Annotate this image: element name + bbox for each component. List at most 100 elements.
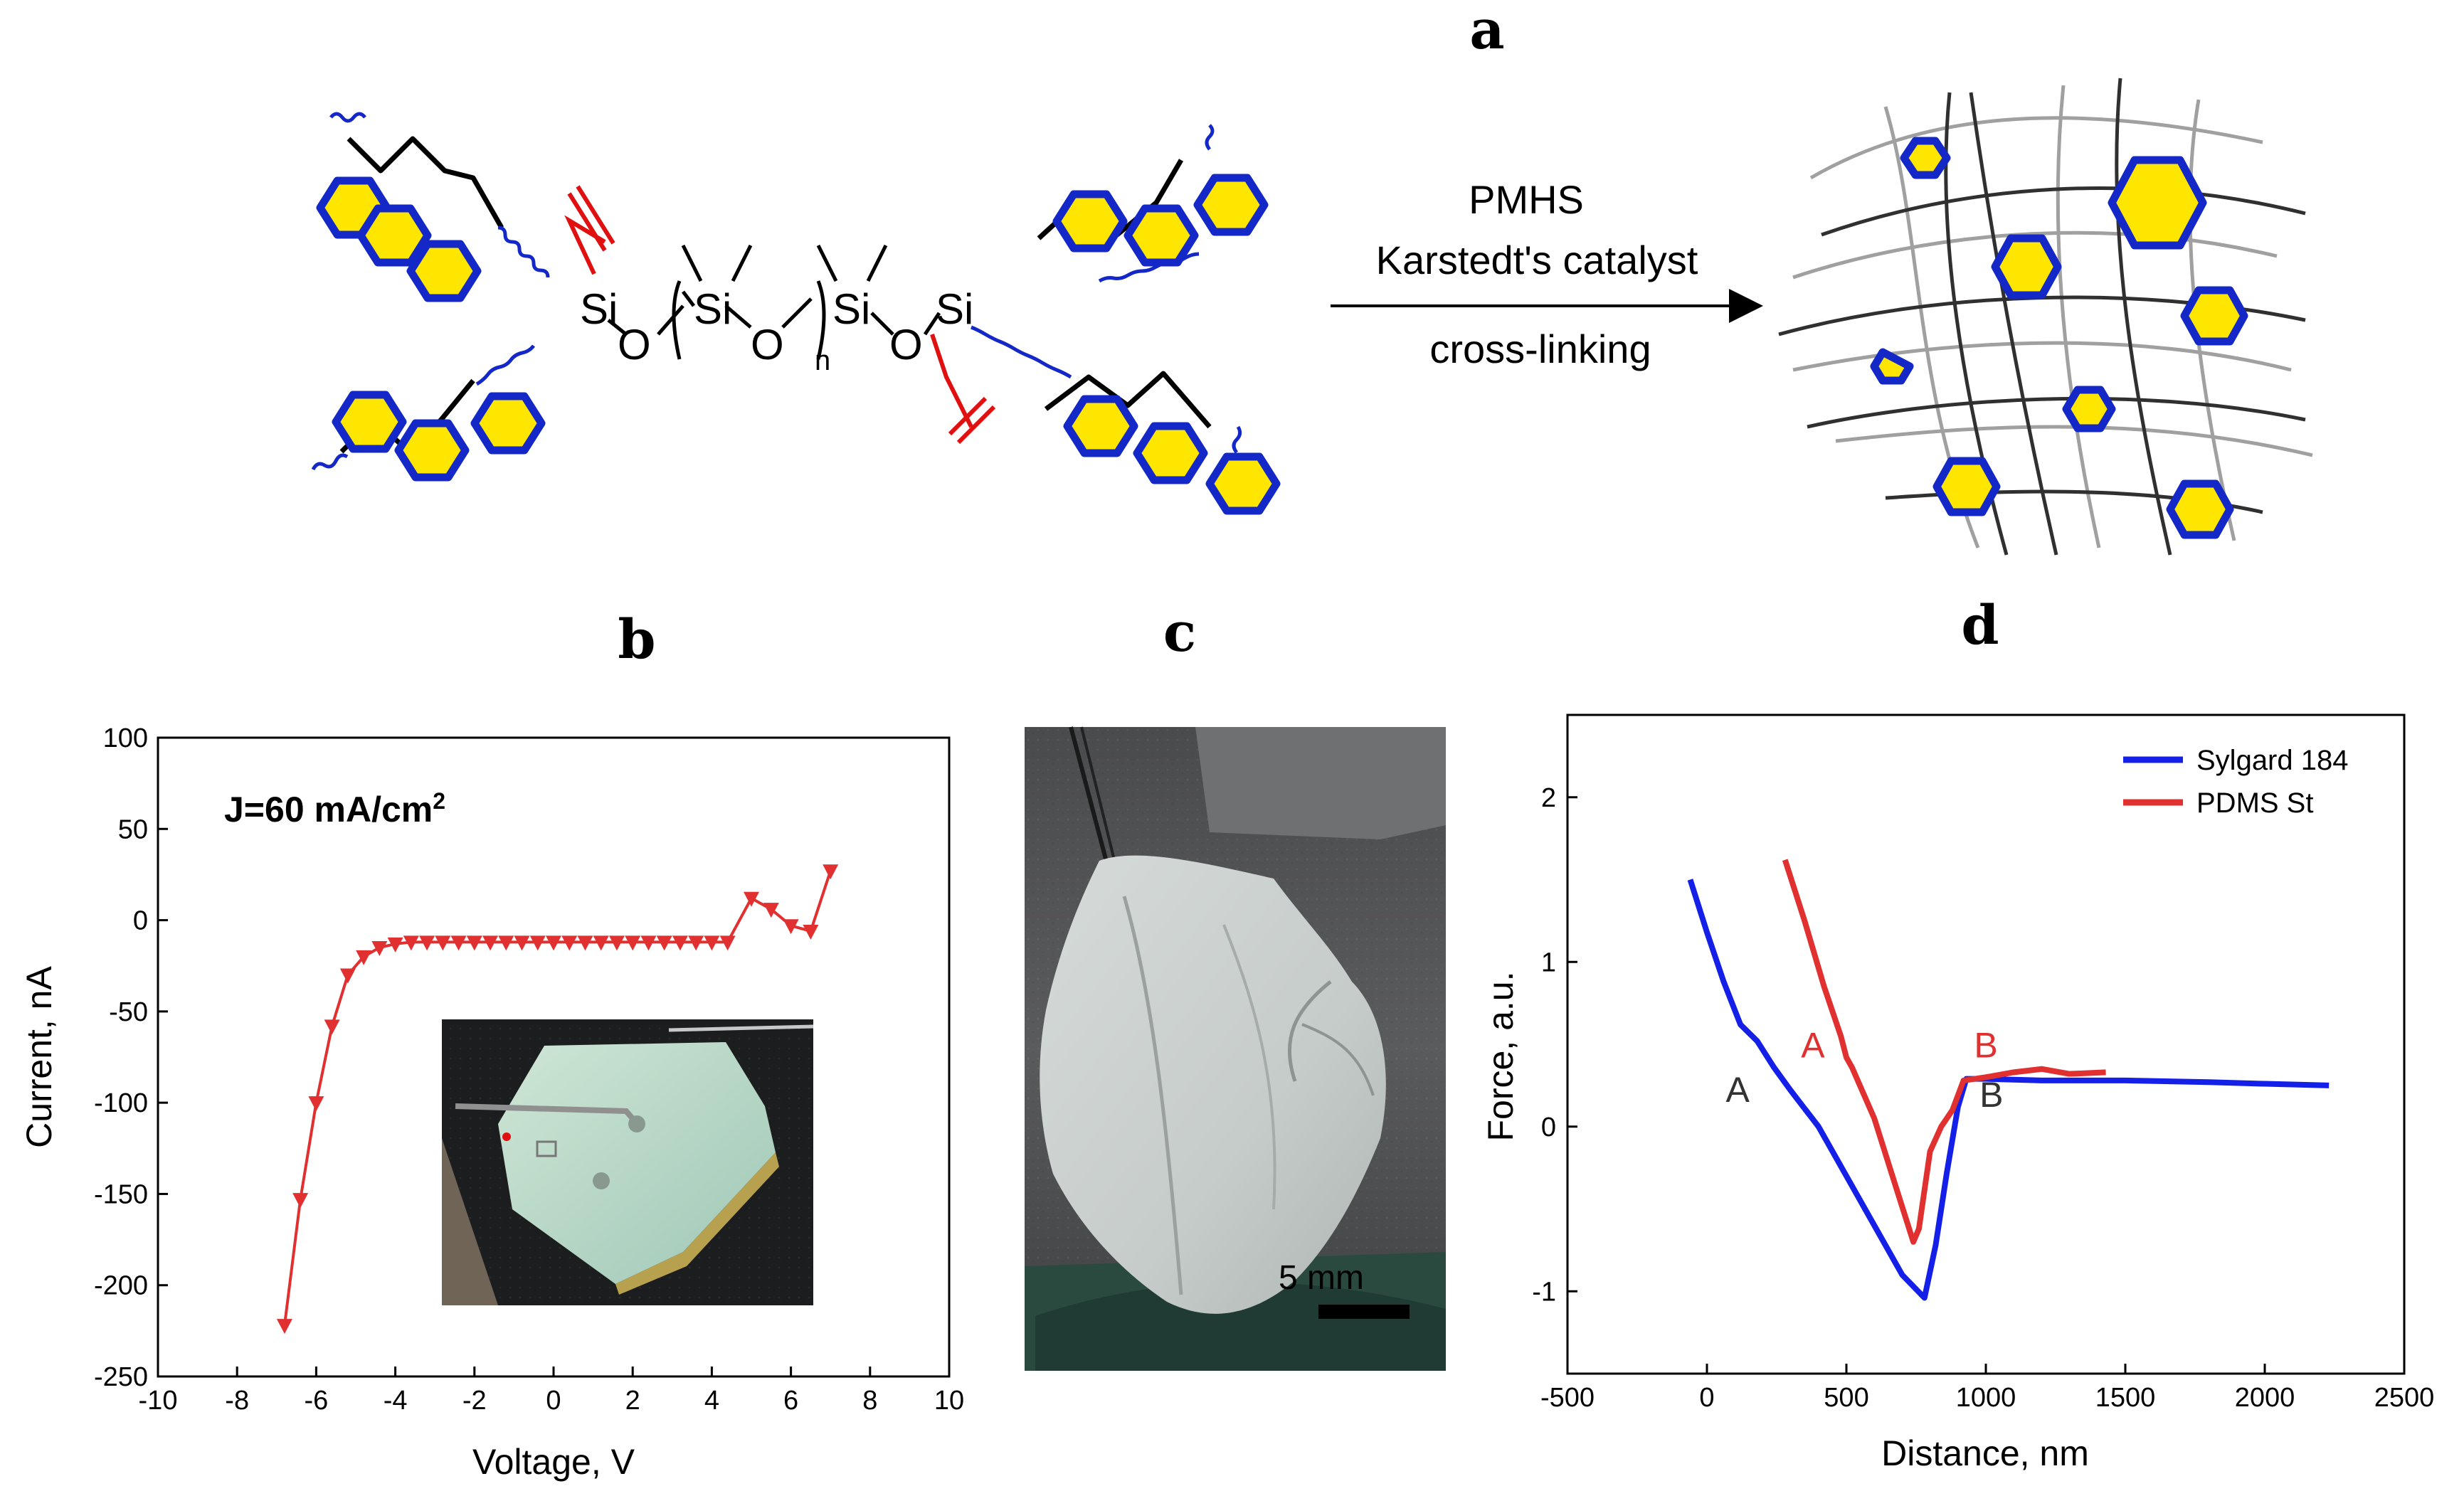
chart-b-ytick-label: 50	[118, 815, 148, 844]
reaction-scheme: Si O Si O n Si O Si	[311, 112, 1281, 515]
chart-d-point-label: B	[1979, 1075, 2003, 1115]
chart-b-xtick-label: -2	[462, 1386, 487, 1416]
chart-b-point	[577, 935, 593, 951]
chart-b-point	[308, 1096, 324, 1112]
chart-b-point	[783, 919, 799, 935]
chart-d: -500 0 500 1000 1500 2000 2500 2 1 0 -1 A B A B Sylga…	[1481, 713, 2435, 1473]
chart-b-point	[719, 935, 736, 951]
chart-b-point	[823, 864, 839, 880]
chart-d-series-line	[1687, 879, 2330, 1301]
chart-b-ytick-label: -50	[109, 997, 148, 1027]
chart-b-xtick-label: -10	[139, 1386, 178, 1416]
chart-b-point	[450, 935, 467, 951]
chart-b-point	[403, 935, 419, 951]
chart-d-series-line	[1782, 859, 2106, 1245]
crosslinked-network	[1778, 78, 2313, 556]
atom-o-1: O	[618, 321, 651, 368]
chart-b-xtick-label: 0	[546, 1386, 561, 1416]
chart-b-point	[640, 935, 657, 951]
chart-d-xtick-label: 1000	[1956, 1383, 2016, 1413]
chart-d-xtick-label: 2000	[2235, 1383, 2295, 1413]
chart-b-point	[482, 935, 499, 951]
chart-b: -10 -8 -6 -4 -2 0 2 4 6 8 10 100 50 0 -50 -100 -150 -200 -…	[19, 723, 964, 1482]
chart-b-point	[466, 935, 482, 951]
chart-b-xtick-label: 2	[625, 1386, 640, 1416]
chart-d-xtick-label: 500	[1824, 1383, 1868, 1413]
panel-label-a: a	[1469, 0, 1504, 61]
atom-o-2: O	[751, 321, 784, 368]
atom-o-3: O	[889, 321, 923, 368]
chart-b-ytick-label: -200	[94, 1271, 148, 1301]
scale-bar	[1318, 1305, 1410, 1319]
chart-b-point	[529, 935, 546, 951]
chart-b-point	[803, 924, 819, 940]
chart-b-point	[339, 968, 356, 984]
chart-d-xtick-label: 2500	[2374, 1383, 2435, 1413]
chart-b-point	[656, 935, 672, 951]
chart-b-point	[688, 935, 704, 951]
chart-d-xtick-label: 0	[1699, 1383, 1714, 1413]
chart-b-xtick-label: 8	[862, 1386, 877, 1416]
chart-b-xtick-label: 6	[783, 1386, 798, 1416]
chart-d-point-label: A	[1725, 1070, 1750, 1110]
chart-b-point	[498, 935, 514, 951]
chart-b-point	[608, 935, 625, 951]
chart-b-xtick-label: -6	[305, 1386, 329, 1416]
process-label: cross-linking	[1429, 327, 1651, 371]
chart-b-point	[419, 935, 435, 951]
chart-b-point	[763, 903, 779, 918]
chart-b-xtick-label: 10	[934, 1386, 964, 1416]
panel-label-d: d	[1961, 593, 1999, 657]
chart-b-ytick-label: -250	[94, 1362, 148, 1392]
chart-d-xtick-label: -500	[1540, 1383, 1595, 1413]
chart-b-ytick-label: 100	[103, 723, 148, 753]
chart-b-ytick-label: -150	[94, 1179, 148, 1209]
photo-c: 5 mm	[1025, 726, 1446, 1371]
legend-label-pdms: PDMS St	[2196, 787, 2313, 819]
chart-d-point-label: A	[1801, 1026, 1825, 1066]
chart-b-point	[387, 937, 403, 953]
siloxane-bonds	[607, 244, 941, 360]
chart-b-xtick-label: -4	[384, 1386, 408, 1416]
chart-b-point	[546, 935, 561, 951]
atom-si-2: Si	[694, 285, 731, 333]
chart-b-ylabel: Current, nA	[19, 966, 59, 1148]
reagent-label: PMHS	[1469, 177, 1584, 222]
scale-bar-label: 5 mm	[1279, 1259, 1364, 1297]
benzene-rings	[316, 174, 1281, 515]
chart-d-ytick-label: -1	[1532, 1277, 1556, 1307]
chart-d-ytick-label: 2	[1541, 783, 1556, 813]
catalyst-label: Karstedt's catalyst	[1376, 238, 1698, 282]
chart-b-point	[625, 935, 641, 951]
chart-b-point	[704, 935, 720, 951]
chart-d-point-label: B	[1974, 1026, 1997, 1066]
chart-b-point	[276, 1319, 292, 1335]
chart-b-xtick-label: -8	[225, 1386, 249, 1416]
chart-b-point	[292, 1193, 309, 1209]
chart-b-ytick-label: -100	[94, 1088, 148, 1118]
chart-b-ytick-label: 0	[133, 906, 148, 936]
chart-b-point	[435, 935, 451, 951]
chart-b-point	[593, 935, 609, 951]
chart-d-xlabel: Distance, nm	[1881, 1433, 2089, 1473]
chart-b-point	[514, 935, 530, 951]
chart-d-ytick-label: 1	[1541, 948, 1556, 977]
chart-b-xtick-label: 4	[704, 1386, 719, 1416]
chart-d-legend: Sylgard 184 PDMS St	[2123, 745, 2348, 819]
panel-label-c: c	[1163, 600, 1196, 664]
panel-label-b: b	[618, 607, 655, 671]
repeat-n: n	[815, 345, 830, 376]
chart-d-ylabel: Force, a.u.	[1481, 972, 1521, 1142]
atom-si-4: Si	[936, 285, 973, 333]
chart-b-point	[744, 891, 759, 907]
chart-d-xtick-label: 1500	[2095, 1383, 2156, 1413]
legend-label-sylgard: Sylgard 184	[2196, 745, 2348, 776]
chart-b-xlabel: Voltage, V	[472, 1442, 635, 1482]
chart-b-point	[561, 935, 578, 951]
atom-si-1: Si	[580, 285, 618, 333]
chart-b-inset-photo	[442, 1019, 814, 1305]
chart-b-point	[672, 935, 688, 951]
chart-b-point	[371, 941, 388, 957]
vinyl-groups	[564, 185, 996, 445]
